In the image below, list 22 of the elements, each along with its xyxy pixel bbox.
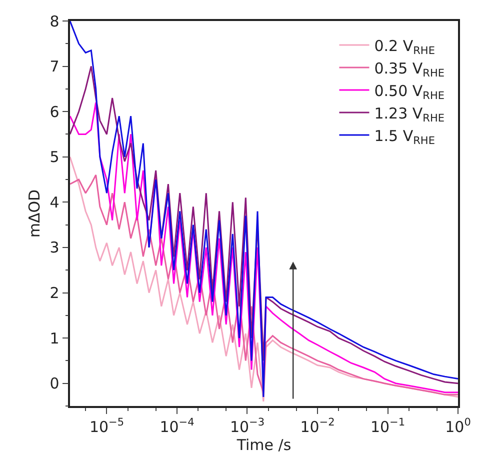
y-tick-label: 4 bbox=[50, 193, 60, 212]
y-tick-label: 7 bbox=[50, 58, 60, 76]
y-tick-label: 0 bbox=[50, 374, 60, 393]
legend-label: 0.2 V$_{RHE}$ bbox=[374, 36, 435, 57]
y-tick-label: 6 bbox=[50, 102, 60, 121]
x-tick-label: 10$^{−1}$ bbox=[370, 416, 406, 436]
x-tick-label: 10$^{0}$ bbox=[445, 416, 471, 436]
legend-label: 0.50 V$_{RHE}$ bbox=[374, 82, 445, 102]
y-tick-label: 3 bbox=[50, 238, 60, 257]
y-axis-title: mΔOD bbox=[25, 189, 44, 238]
y-tick-label: 5 bbox=[50, 148, 60, 166]
x-tick-label: 10$^{−3}$ bbox=[230, 416, 265, 436]
x-tick-label: 10$^{−5}$ bbox=[89, 416, 124, 436]
x-tick-label: 10$^{−4}$ bbox=[160, 416, 195, 436]
y-tick-label: 8 bbox=[50, 12, 60, 30]
x-axis-title: Time /s bbox=[236, 436, 292, 454]
y-tick-label: 2 bbox=[50, 284, 60, 302]
legend-label: 0.35 V$_{RHE}$ bbox=[374, 59, 445, 80]
legend-label: 1.23 V$_{RHE}$ bbox=[374, 104, 445, 124]
legend-label: 1.5 V$_{RHE}$ bbox=[374, 126, 435, 147]
x-tick-label: 10$^{−2}$ bbox=[300, 416, 335, 436]
y-tick-label: 1 bbox=[50, 329, 60, 348]
